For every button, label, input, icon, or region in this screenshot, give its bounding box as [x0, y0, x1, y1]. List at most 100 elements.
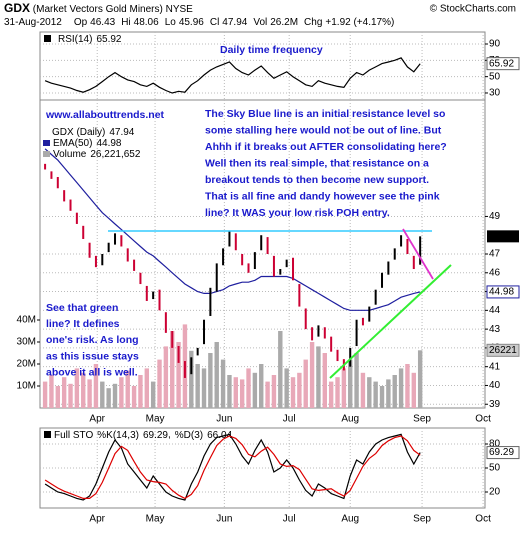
candle	[298, 284, 301, 307]
legend-name: EMA(50)	[53, 138, 92, 149]
volume-bar	[150, 381, 156, 408]
volume-bar	[246, 368, 251, 408]
legend-swatch	[43, 151, 50, 157]
candle	[336, 349, 339, 362]
x-tick-label: Sep	[413, 514, 431, 525]
paragraph-line: breakout tends to then become new suppor…	[205, 174, 429, 186]
legend-value: 69.29	[143, 430, 168, 441]
legend-name: Volume	[53, 149, 87, 160]
x-tick-label: Jul	[283, 414, 296, 425]
header-title: GDX (Market Vectors Gold Miners) NYSE	[4, 1, 193, 15]
volume-bar	[379, 386, 385, 408]
legend-value: 65.92	[96, 34, 121, 45]
volume-bar	[265, 381, 270, 408]
stat-label: Lo	[165, 17, 177, 28]
note-line: as this issue stays	[46, 350, 139, 362]
legend-value: 26,221,652	[90, 149, 140, 160]
line	[44, 433, 421, 501]
volume-bar	[157, 359, 162, 408]
paragraph-line: line? It WAS your low risk POH entry.	[205, 207, 390, 219]
line	[44, 57, 421, 94]
stat-value: 47.94	[222, 17, 247, 28]
candle	[145, 285, 148, 301]
y-tick-label: 40	[489, 380, 501, 391]
legend-value: 66.04	[207, 430, 232, 441]
note-line: See that green	[46, 302, 118, 314]
candle	[120, 235, 123, 247]
credit: © StockCharts.com	[430, 4, 516, 15]
candle	[393, 248, 396, 260]
y-tick-label: 30	[489, 88, 501, 99]
candle	[412, 255, 415, 270]
candle	[368, 306, 371, 322]
volume-bar	[144, 368, 149, 408]
candle	[50, 171, 53, 179]
x-tick-label: Oct	[475, 514, 491, 525]
candle	[215, 263, 218, 292]
candle	[63, 190, 66, 202]
candle	[381, 272, 384, 288]
legend: EMA(50) 44.98	[53, 138, 122, 149]
y-tick-label: 39	[489, 399, 501, 410]
y-tick-label: 90	[489, 39, 501, 50]
volume-bar	[417, 350, 423, 408]
candle	[387, 261, 390, 275]
volume-bar	[106, 388, 111, 408]
stat-value: 48.06	[134, 17, 159, 28]
stat-value: 45.96	[179, 17, 204, 28]
y-tick-label: 47	[489, 249, 501, 260]
y-tick-label: 41	[489, 361, 501, 372]
candle	[222, 248, 225, 266]
symbol: GDX	[4, 1, 30, 15]
candle	[374, 289, 377, 305]
candle	[107, 242, 110, 253]
volume-bar	[322, 353, 327, 408]
date: 31-Aug-2012	[4, 17, 62, 28]
candle	[355, 319, 358, 347]
x-tick-label: May	[146, 514, 165, 525]
note-line: above it all is well.	[46, 367, 138, 379]
stat-value: 26.2M	[270, 17, 298, 28]
stat-label: Op	[74, 17, 88, 28]
y-tick-label: 46	[489, 267, 501, 278]
candle	[171, 331, 174, 348]
candle	[317, 325, 320, 337]
candle	[209, 287, 212, 316]
candle	[419, 236, 422, 265]
candle	[139, 272, 142, 285]
candle	[133, 259, 136, 271]
candle	[323, 327, 326, 339]
candle	[279, 269, 282, 275]
volume-bar	[61, 377, 67, 408]
pink-line	[402, 228, 434, 280]
x-tick-label: Apr	[89, 414, 105, 425]
x-tick-label: Jun	[216, 514, 232, 525]
candle	[272, 255, 275, 277]
candle	[285, 259, 288, 268]
volume-bar	[131, 386, 137, 408]
candle	[183, 361, 186, 378]
line	[44, 435, 421, 500]
volume-bar	[316, 346, 321, 408]
volume-bar	[373, 381, 378, 408]
candle	[164, 312, 167, 333]
volume-bar	[259, 364, 264, 408]
value-box-label: 47.94	[489, 231, 514, 242]
y-tick-label: 50	[489, 71, 501, 82]
candle	[241, 254, 244, 266]
candle	[196, 347, 199, 356]
volume-bar	[81, 372, 86, 408]
candle	[234, 233, 237, 251]
candle	[190, 357, 193, 375]
candle	[292, 257, 295, 281]
x-tick-label: Oct	[475, 414, 491, 425]
x-tick-label: Apr	[89, 514, 105, 525]
green-note: See that green line? It defines one's risk…	[46, 302, 139, 379]
candle	[158, 289, 161, 311]
candle	[330, 336, 333, 352]
value-box	[486, 343, 520, 357]
exchange: NYSE	[166, 4, 194, 15]
value-box-label: 44.98	[489, 287, 514, 298]
value-box	[486, 446, 520, 460]
